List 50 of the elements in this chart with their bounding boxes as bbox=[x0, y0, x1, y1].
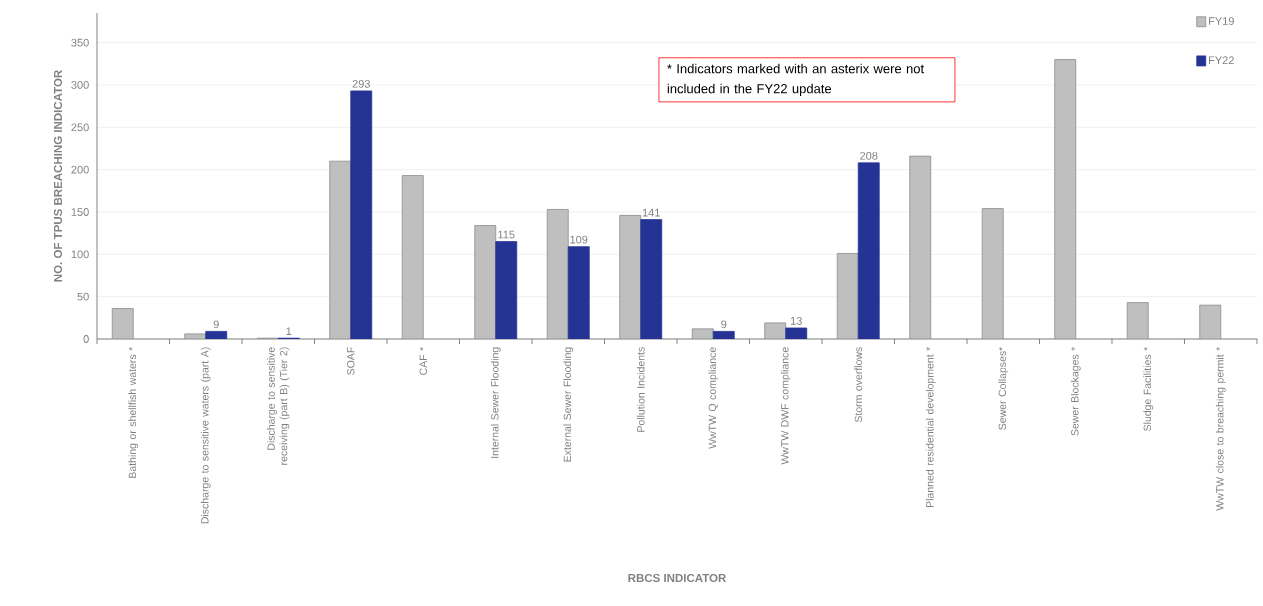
x-tick-label: Discharge to sensitive receiving (part B) (Tier 2) bbox=[267, 347, 290, 465]
bar bbox=[1199, 304, 1222, 339]
x-tick-label: Storm overflows bbox=[854, 347, 863, 423]
bar bbox=[1054, 59, 1077, 339]
y-tick-label: 300 bbox=[71, 81, 89, 89]
x-tick-label: WwTW close to breaching permit * bbox=[1215, 346, 1226, 511]
y-tick-label: 50 bbox=[77, 292, 89, 301]
x-tick-label: Sludge Facilities * bbox=[1143, 346, 1154, 431]
x-tick-label: Pollution Incidents bbox=[636, 347, 645, 432]
bar bbox=[619, 214, 642, 339]
bar bbox=[1126, 302, 1149, 339]
data-label: 109 bbox=[570, 235, 588, 244]
data-label: 208 bbox=[860, 151, 878, 160]
data-label: 9 bbox=[721, 320, 727, 329]
annotation: * Indicators marked with an asterix were not included in the FY22 update bbox=[667, 63, 924, 96]
data-label: 1 bbox=[286, 327, 292, 335]
data-label: 9 bbox=[213, 320, 219, 329]
y-tick-label: 200 bbox=[71, 165, 89, 174]
y-tick-label: 350 bbox=[71, 38, 89, 47]
y-tick-label: 100 bbox=[71, 250, 89, 259]
legend-label: FY19 bbox=[1209, 17, 1234, 25]
bar bbox=[474, 225, 497, 339]
x-tick-label: Sewer Blockages * bbox=[1070, 346, 1081, 436]
data-label: 141 bbox=[642, 208, 660, 217]
x-tick-label: WwTW DWF compliance bbox=[780, 347, 791, 465]
x-tick-label: CAF * bbox=[419, 346, 427, 375]
x-tick-label: WwTW Q compliance bbox=[708, 347, 719, 449]
y-tick-label: 150 bbox=[71, 208, 89, 216]
x-tick-label: Discharge to sensitive waters (part A) bbox=[200, 347, 211, 524]
data-label: 13 bbox=[790, 317, 802, 325]
legend-label: FY22 bbox=[1209, 56, 1234, 65]
bar bbox=[329, 160, 352, 339]
y-tick-label: 0 bbox=[83, 335, 89, 343]
x-tick-label: Bathing or shellfish waters * bbox=[128, 346, 139, 478]
data-label: 293 bbox=[352, 79, 370, 88]
x-tick-label: Internal Sewer Flooding bbox=[490, 347, 501, 458]
bar bbox=[836, 253, 859, 339]
y-axis-title: NO. OF TPUS BREACHING INDICATOR bbox=[53, 70, 63, 282]
x-tick-label: Planned residential development * bbox=[925, 346, 936, 508]
x-tick-label: External Sewer Flooding bbox=[563, 347, 574, 462]
x-tick-label: Sewer Collapses* bbox=[998, 346, 1009, 430]
data-label: 115 bbox=[498, 230, 515, 239]
x-tick-label: SOAF bbox=[347, 347, 355, 375]
x-axis-title: RBCS INDICATOR bbox=[628, 573, 727, 583]
bar bbox=[909, 155, 932, 339]
bar bbox=[546, 209, 569, 339]
y-tick-label: 250 bbox=[71, 123, 89, 132]
bar bbox=[401, 175, 424, 339]
bar bbox=[981, 208, 1004, 339]
bar bbox=[111, 308, 134, 339]
